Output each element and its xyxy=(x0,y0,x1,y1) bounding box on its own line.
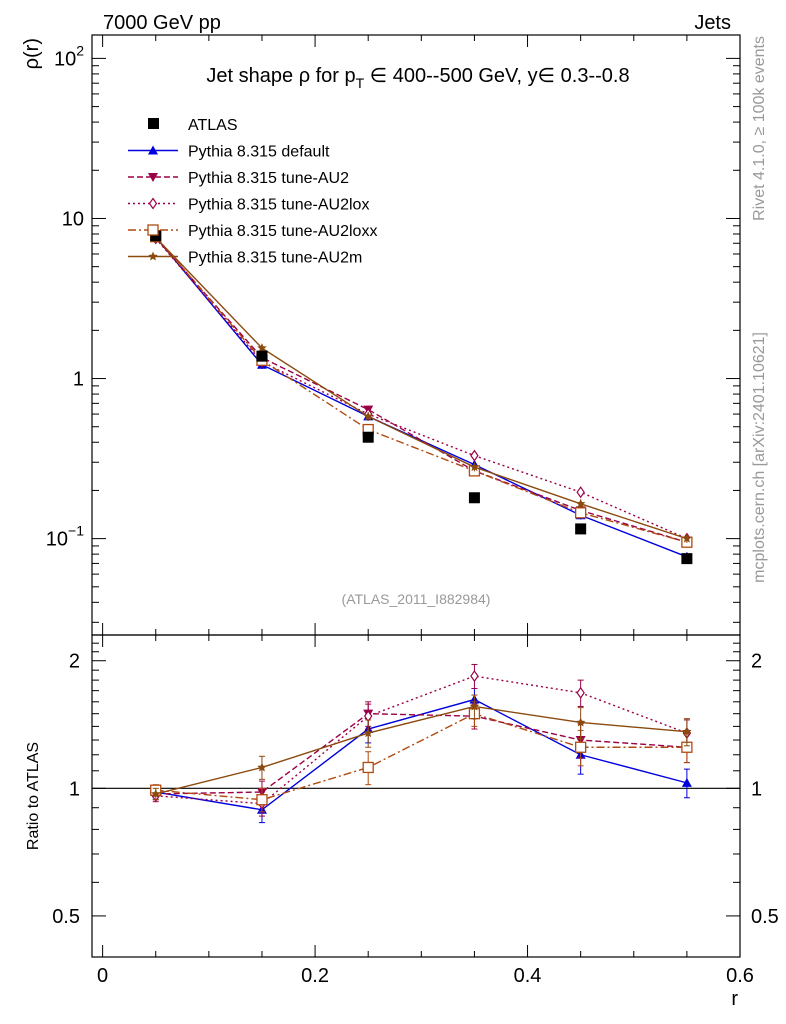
ratio-point xyxy=(363,728,373,738)
y-tick-label: 102 xyxy=(54,42,84,70)
mcplots-label: mcplots.cern.ch [arXiv:2401.10621] xyxy=(751,332,768,583)
atlas-data-point xyxy=(468,492,480,504)
x-tick-label: 0.2 xyxy=(301,965,329,987)
ratio-line xyxy=(155,698,688,811)
series-line xyxy=(155,237,688,543)
y-tick-base: 10 xyxy=(62,208,84,230)
legend-label-atlas: ATLAS xyxy=(188,117,238,134)
ratio-line xyxy=(155,675,688,805)
ratio-tick-label-right: 2 xyxy=(751,651,762,673)
rivet-label: Rivet 4.1.0, ≥ 100k events xyxy=(751,36,768,221)
y-tick-exp: 2 xyxy=(76,42,84,58)
series-0 xyxy=(150,232,692,562)
legend-label-3: Pythia 8.315 tune-AU2loxx xyxy=(188,223,377,240)
legend-marker-3 xyxy=(147,224,159,236)
ratio-point xyxy=(256,794,268,806)
chart-title-pre: Jet shape ρ for p xyxy=(206,65,355,87)
ratio-y-axis-label: Ratio to ATLAS xyxy=(25,742,42,850)
legend-marker-1 xyxy=(148,173,158,182)
ratio-point xyxy=(150,788,161,798)
ratio-line xyxy=(155,705,687,795)
atlas-data-point xyxy=(256,350,268,362)
header-left: 7000 GeV pp xyxy=(103,12,221,34)
series-line xyxy=(155,236,688,543)
ratio-line xyxy=(155,712,687,795)
legend-marker-4 xyxy=(148,251,158,261)
ratio-point xyxy=(576,686,585,699)
series-point xyxy=(575,498,586,508)
chart-title-sub: T xyxy=(356,75,365,91)
series-point xyxy=(469,462,480,472)
x-tick-label: 0.4 xyxy=(514,965,542,987)
atlas-data-point xyxy=(150,230,162,242)
y-tick-exp: −1 xyxy=(68,523,84,539)
ratio-line xyxy=(155,712,687,801)
y-tick-base: 10 xyxy=(54,48,76,70)
ratio-point xyxy=(362,761,374,774)
legend: ATLAS Pythia 8.315 default Pythia 8.315 tu… xyxy=(128,117,377,267)
series-line xyxy=(155,237,688,540)
legend-label-4: Pythia 8.315 tune-AU2m xyxy=(188,250,362,267)
atlas-data-point xyxy=(575,523,587,535)
ratio-tick-label: 1 xyxy=(69,778,80,800)
series-point xyxy=(682,533,692,543)
chart-title-post: ∈ 400--500 GeV, y∈ 0.3--0.8 xyxy=(364,65,629,87)
ratio-point xyxy=(681,777,692,787)
ratio-tick-label-right: 1 xyxy=(751,778,762,800)
ratio-point xyxy=(682,726,692,736)
series-point xyxy=(575,507,587,519)
legend-marker-atlas xyxy=(148,118,159,129)
atlas-data-point xyxy=(362,431,374,443)
series-3 xyxy=(150,230,693,548)
ratio-tick-label: 2 xyxy=(69,651,80,673)
atlas-data xyxy=(150,230,693,565)
chart-title: Jet shape ρ for pT ∈ 400--500 GeV, y∈ 0.… xyxy=(206,65,629,91)
ratio-tick-label-right: 0.5 xyxy=(751,906,779,928)
ratio-series-4 xyxy=(150,694,692,801)
atlas-data-point xyxy=(681,553,693,565)
header-right: Jets xyxy=(694,12,731,34)
series-line xyxy=(155,236,688,558)
y-tick-label: 10−1 xyxy=(46,523,84,551)
legend-marker-0 xyxy=(148,145,158,155)
y-tick-label: 10 xyxy=(62,208,84,230)
series-point xyxy=(257,343,267,353)
y-tick-base: 10 xyxy=(46,529,68,551)
series-point xyxy=(363,411,373,421)
legend-label-2: Pythia 8.315 tune-AU2lox xyxy=(188,197,369,214)
legend-label-0: Pythia 8.315 default xyxy=(188,144,330,161)
legend-marker-2 xyxy=(148,197,158,210)
series-2 xyxy=(151,232,692,545)
ratio-point xyxy=(257,762,267,772)
y-axis-label: ρ(r) xyxy=(21,38,43,69)
analysis-id: (ATLAS_2011_I882984) xyxy=(342,591,491,607)
ratio-tick-label: 0.5 xyxy=(52,906,80,928)
x-axis-label: r xyxy=(731,988,738,1010)
legend-label-1: Pythia 8.315 tune-AU2 xyxy=(188,170,349,187)
x-tick-label: 0 xyxy=(97,965,108,987)
ratio-panel-frame xyxy=(91,634,741,958)
ratio-point xyxy=(575,717,586,727)
main-series-layer xyxy=(150,230,693,565)
series-point xyxy=(470,449,479,462)
y-tick-label: 1 xyxy=(73,369,84,391)
y-tick-base: 1 xyxy=(73,369,84,391)
ratio-point xyxy=(575,741,587,753)
series-4 xyxy=(150,232,692,543)
series-line xyxy=(155,238,688,540)
x-tick-label: 0.6 xyxy=(726,965,754,987)
ratio-point xyxy=(470,670,479,683)
ratio-series-0 xyxy=(150,687,692,824)
ratio-point xyxy=(469,701,480,711)
ratio-series-3 xyxy=(150,701,693,813)
series-1 xyxy=(150,233,692,548)
ratio-series-layer xyxy=(150,663,693,824)
series-point xyxy=(576,486,585,499)
